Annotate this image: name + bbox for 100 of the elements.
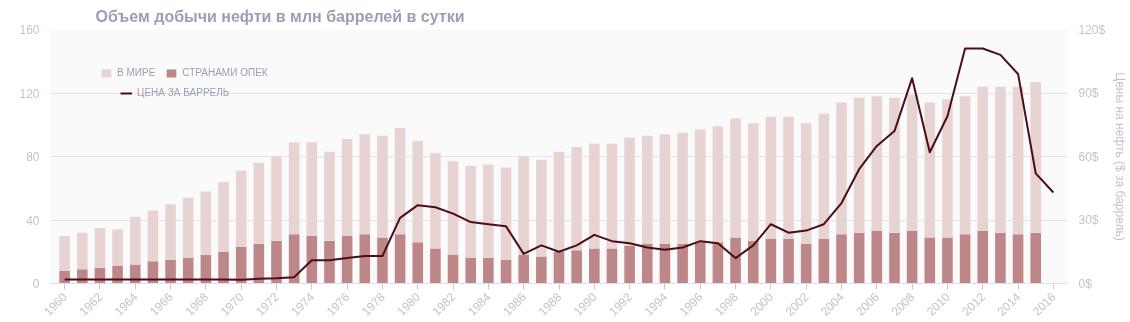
bar	[606, 248, 618, 284]
bar	[571, 146, 582, 251]
bar	[659, 134, 671, 244]
y-tick-label: 120	[19, 86, 40, 101]
bar	[500, 259, 512, 284]
bar	[677, 132, 688, 244]
legend-label: В МИРЕ	[117, 67, 156, 78]
bar	[730, 237, 741, 284]
y-tick-label: 160	[19, 23, 40, 37]
bar	[747, 240, 759, 284]
bar	[1012, 86, 1024, 235]
bar	[871, 96, 883, 232]
bar	[1030, 232, 1042, 284]
bar	[412, 242, 424, 284]
bar	[694, 242, 706, 284]
bar	[235, 170, 247, 247]
bar	[959, 234, 971, 284]
y2-tick-label: 120$	[1078, 22, 1106, 37]
bar	[553, 251, 565, 284]
bar	[165, 204, 176, 260]
bar	[59, 235, 70, 271]
bar	[942, 99, 953, 238]
bar	[800, 243, 812, 284]
bar	[536, 159, 547, 257]
bar	[218, 181, 229, 252]
bar	[129, 216, 141, 265]
bar	[200, 191, 212, 255]
y2-tick-label: 60$	[1078, 149, 1099, 164]
bar	[889, 97, 900, 233]
bar	[1030, 81, 1042, 233]
bar	[112, 229, 123, 267]
bar	[430, 248, 441, 284]
bar	[165, 259, 176, 284]
bar	[324, 240, 335, 284]
bar	[694, 129, 706, 243]
bar	[977, 231, 989, 284]
bar	[942, 237, 953, 284]
bar	[394, 127, 406, 235]
bar	[518, 156, 529, 255]
bar	[624, 245, 635, 284]
bar	[500, 167, 512, 260]
bar	[182, 258, 194, 284]
bar	[836, 102, 847, 235]
bar	[359, 134, 371, 235]
bar	[747, 123, 759, 241]
bar	[341, 139, 353, 236]
y-tick-label: 40	[26, 213, 40, 228]
bar	[129, 264, 141, 284]
y-tick-label: 0	[32, 277, 40, 291]
bar	[288, 234, 300, 284]
bar	[571, 250, 582, 284]
bar	[730, 118, 741, 238]
bar	[377, 237, 388, 284]
bar	[447, 161, 459, 255]
bar	[836, 234, 847, 284]
y2-axis-title: Цены на нефть ($ за баррель)	[1113, 72, 1128, 241]
bar	[800, 123, 812, 244]
bar	[906, 94, 918, 232]
bar	[447, 254, 459, 284]
line-series	[63, 47, 1055, 281]
bar	[359, 234, 371, 284]
y2-tick-label: 0$	[1078, 276, 1093, 291]
bar	[641, 135, 653, 244]
bar	[553, 151, 565, 252]
bar	[182, 197, 194, 259]
bar	[853, 97, 865, 233]
bar	[924, 237, 936, 284]
bar	[430, 153, 441, 249]
bar	[271, 240, 282, 284]
bar	[518, 254, 529, 284]
bar	[783, 239, 794, 284]
bar	[394, 234, 406, 284]
bar	[288, 142, 300, 235]
bar	[465, 258, 477, 284]
legend-label: СТРАНАМИ ОПЕК	[182, 67, 268, 78]
bar	[959, 96, 971, 235]
bar	[483, 258, 494, 284]
bar	[783, 116, 794, 240]
bar	[76, 232, 88, 270]
bar	[465, 166, 477, 259]
bar	[589, 143, 600, 249]
bar	[924, 102, 936, 238]
bar	[94, 227, 106, 268]
bar	[271, 156, 282, 241]
bar	[253, 162, 265, 244]
y2-tick-label: 90$	[1078, 86, 1099, 100]
bar	[765, 239, 777, 284]
bar	[147, 210, 159, 262]
bar	[677, 243, 688, 284]
bar	[765, 116, 777, 240]
bar	[853, 232, 865, 284]
bar	[606, 143, 618, 249]
bar	[218, 251, 229, 284]
bar	[377, 135, 388, 238]
bar	[412, 140, 424, 243]
bar	[324, 151, 335, 241]
bar	[483, 164, 494, 259]
legend-label: ЦЕНА ЗА БАРРЕЛЬ	[137, 87, 230, 98]
bar	[712, 126, 724, 243]
bar	[818, 113, 830, 240]
